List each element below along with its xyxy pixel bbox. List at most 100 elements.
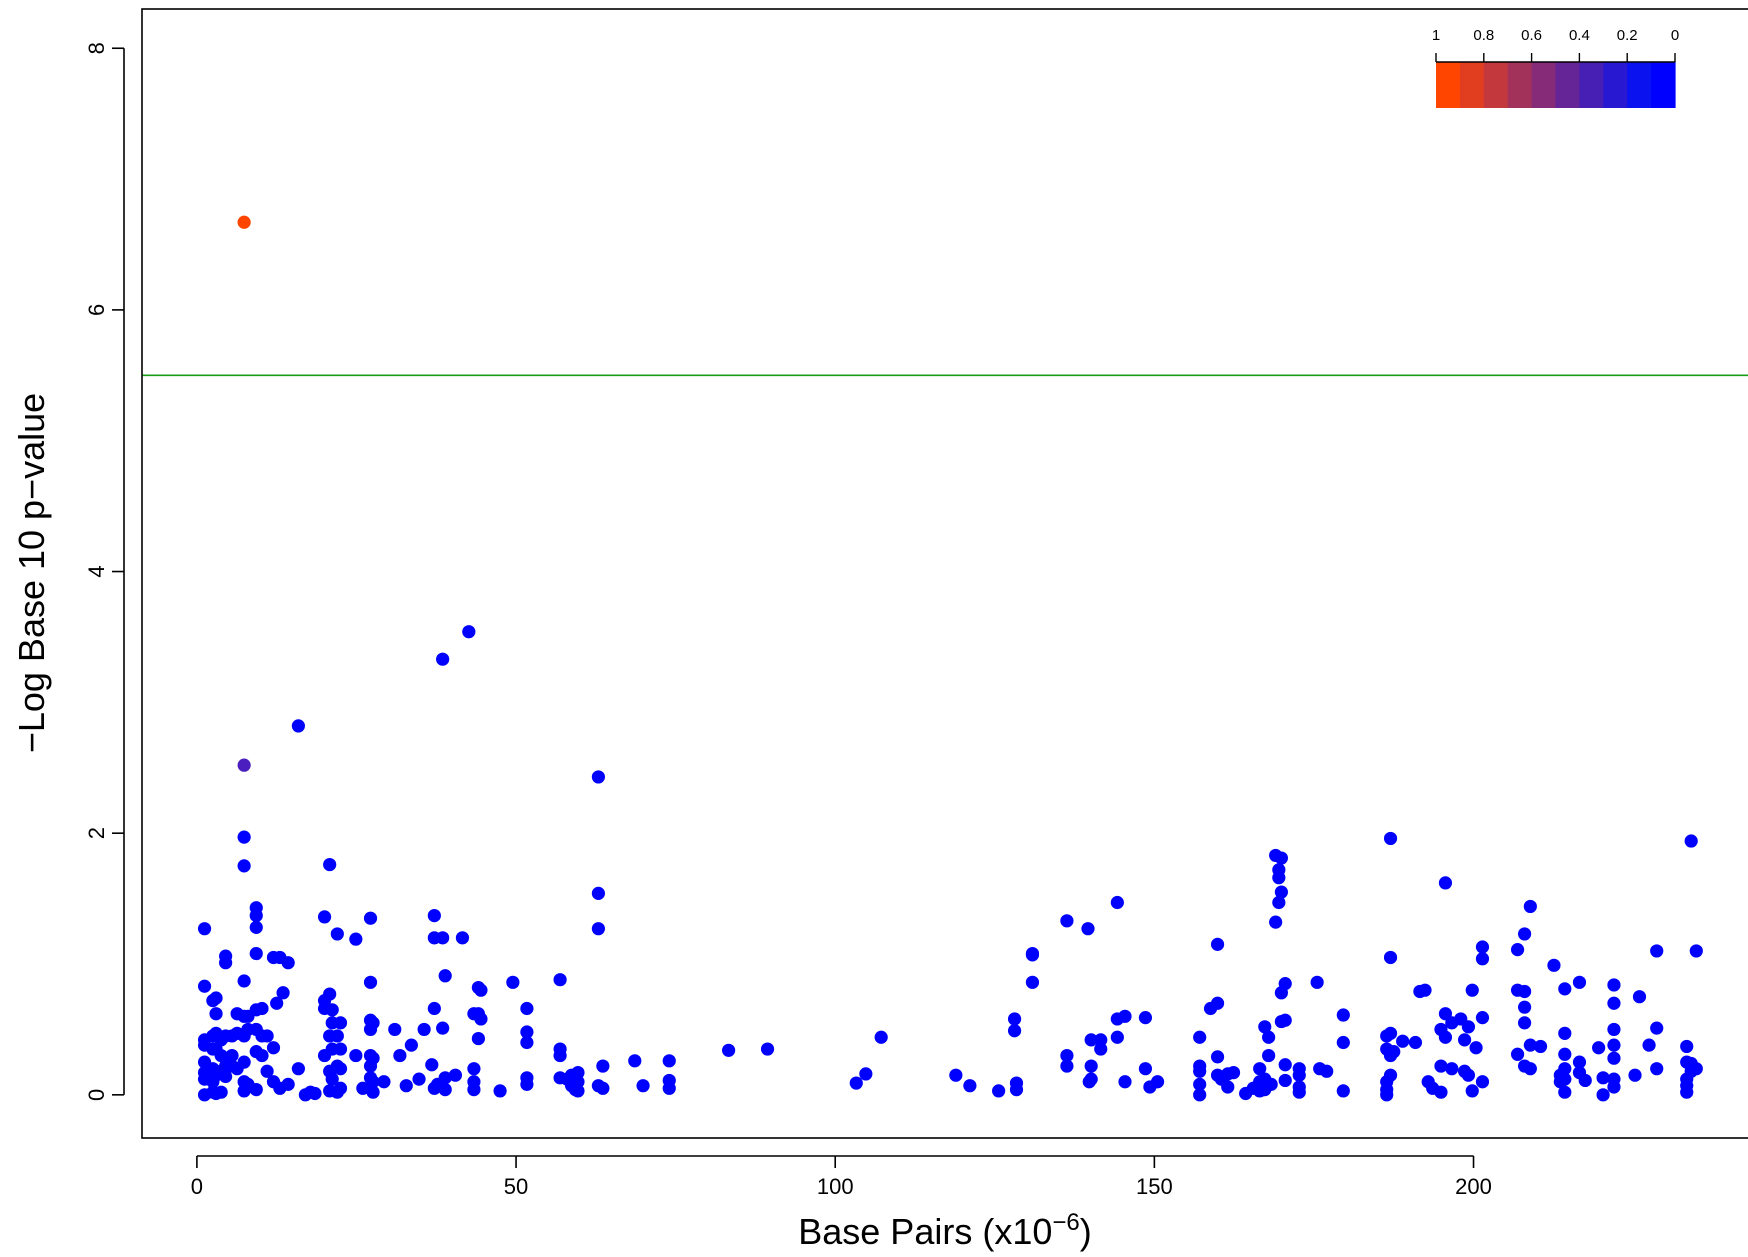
data-point: [1384, 1027, 1397, 1040]
legend-color-swatch: [1532, 62, 1557, 108]
data-point: [1279, 977, 1292, 990]
data-point: [1458, 1033, 1471, 1046]
data-point: [1607, 1080, 1620, 1093]
data-point: [1311, 976, 1324, 989]
legend-color-swatch: [1508, 62, 1533, 108]
data-point: [1650, 1062, 1663, 1075]
x-tick-label: 100: [817, 1174, 854, 1199]
x-tick-label: 0: [191, 1174, 203, 1199]
data-point: [1597, 1088, 1610, 1101]
data-point: [282, 1078, 295, 1091]
data-point: [493, 1084, 506, 1097]
data-point: [1592, 1041, 1605, 1054]
data-point: [323, 858, 336, 871]
data-point: [1607, 1039, 1620, 1052]
data-point: [1690, 944, 1703, 957]
data-point: [334, 1042, 347, 1055]
color-legend: 1 0.8 0.6 0.4 0.2 0: [1432, 27, 1679, 108]
data-point: [326, 1003, 339, 1016]
data-point: [1275, 885, 1288, 898]
data-point: [1026, 948, 1039, 961]
data-point: [1462, 1069, 1475, 1082]
x-axis-title: Base Pairs (x10−6): [798, 1209, 1091, 1252]
data-point: [250, 921, 263, 934]
data-point: [1085, 1073, 1098, 1086]
data-point: [364, 912, 377, 925]
data-point: [276, 986, 289, 999]
data-point: [215, 1086, 228, 1099]
data-point: [1026, 976, 1039, 989]
data-point: [628, 1054, 641, 1067]
plot-frame: [142, 9, 1748, 1138]
data-point: [331, 927, 344, 940]
data-point: [1193, 1065, 1206, 1078]
data-point: [366, 1052, 379, 1065]
data-point: [1650, 944, 1663, 957]
data-point: [1139, 1062, 1152, 1075]
data-point: [636, 1079, 649, 1092]
data-point: [506, 976, 519, 989]
legend-color-swatch: [1651, 62, 1676, 108]
data-point: [1262, 1031, 1275, 1044]
data-point: [663, 1054, 676, 1067]
data-point: [231, 1062, 244, 1075]
data-point: [334, 1082, 347, 1095]
legend-color-swatch: [1484, 62, 1509, 108]
data-point: [261, 1029, 274, 1042]
data-point: [761, 1042, 774, 1055]
data-point: [949, 1069, 962, 1082]
x-axis: 0 50 100 150 200: [191, 1156, 1492, 1199]
data-point: [1518, 1016, 1531, 1029]
data-point: [1466, 1084, 1479, 1097]
data-point: [1558, 1027, 1571, 1040]
data-point: [198, 922, 211, 935]
data-point: [425, 1058, 438, 1071]
data-point: [1387, 1045, 1400, 1058]
data-point: [467, 1083, 480, 1096]
data-point: [1607, 978, 1620, 991]
data-point: [1337, 1008, 1350, 1021]
data-point: [1081, 922, 1094, 935]
data-point: [1680, 1040, 1693, 1053]
legend-label: 0: [1671, 27, 1679, 44]
data-point: [436, 653, 449, 666]
data-point: [1476, 1011, 1489, 1024]
data-point: [1511, 943, 1524, 956]
data-point: [209, 1007, 222, 1020]
data-point: [238, 831, 251, 844]
legend-color-swatch: [1460, 62, 1485, 108]
data-point: [1439, 1031, 1452, 1044]
data-point: [474, 984, 487, 997]
data-point: [1445, 1062, 1458, 1075]
legend-label: 0.8: [1473, 27, 1494, 44]
data-point: [334, 1062, 347, 1075]
data-point: [366, 1016, 379, 1029]
data-point: [1628, 1069, 1641, 1082]
x-axis-title-close: ): [1080, 1211, 1092, 1252]
data-point: [1221, 1080, 1234, 1093]
legend-color-swatch: [1579, 62, 1604, 108]
data-point: [400, 1079, 413, 1092]
data-point: [255, 1002, 268, 1015]
data-point: [456, 931, 469, 944]
data-point: [393, 1049, 406, 1062]
data-point: [1293, 1069, 1306, 1082]
data-point: [418, 1023, 431, 1036]
data-point: [1518, 985, 1531, 998]
data-point: [1511, 1048, 1524, 1061]
data-point: [1409, 1036, 1422, 1049]
data-point: [1418, 984, 1431, 997]
data-point: [428, 1002, 441, 1015]
data-point: [1279, 1074, 1292, 1087]
data-point: [722, 1044, 735, 1057]
data-point: [992, 1084, 1005, 1097]
legend-label: 0.2: [1617, 27, 1638, 44]
data-point: [198, 980, 211, 993]
data-point: [1685, 834, 1698, 847]
data-point: [1085, 1059, 1098, 1072]
data-point: [1118, 1075, 1131, 1088]
y-tick-label: 8: [84, 42, 109, 54]
legend-label: 0.4: [1569, 27, 1590, 44]
data-point: [449, 1069, 462, 1082]
